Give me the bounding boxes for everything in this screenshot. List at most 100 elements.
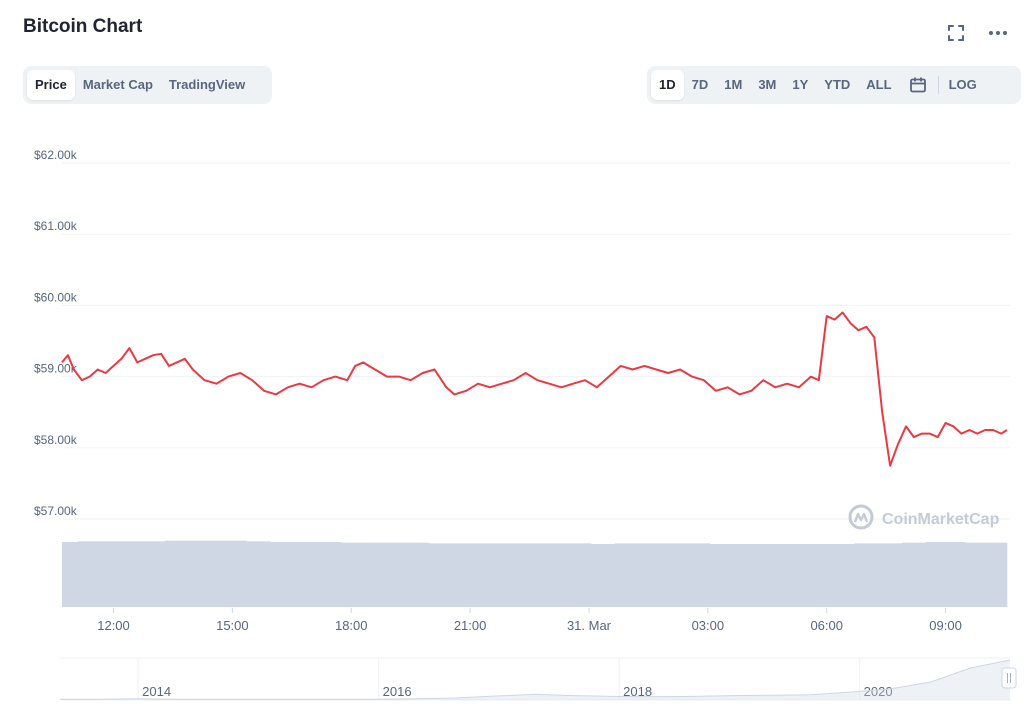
volume-bar <box>507 543 520 607</box>
volume-bar <box>981 542 990 607</box>
x-tick-label: 09:00 <box>929 618 962 633</box>
volume-bar <box>674 543 687 607</box>
volume-bar <box>697 543 711 607</box>
volume-bar <box>85 541 94 607</box>
navigator-year-label: 2014 <box>142 684 171 699</box>
navigator-line <box>60 659 1011 700</box>
x-tick-label: 18:00 <box>335 618 368 633</box>
expand-icon[interactable] <box>945 22 967 44</box>
volume-bar <box>133 541 142 607</box>
tab-price[interactable]: Price <box>27 70 75 100</box>
volume-bar <box>602 544 616 607</box>
volume-bar <box>870 543 879 607</box>
volume-bar <box>483 543 497 607</box>
volume-bar <box>428 543 441 607</box>
volume-bar <box>1004 542 1008 607</box>
range-1y[interactable]: 1Y <box>792 77 809 92</box>
volume-bar <box>317 542 330 607</box>
y-axis: $57.00k $58.00k $59.00k $60.00k $61.00k $62.0… <box>34 148 78 518</box>
x-tick-label: 03:00 <box>692 618 725 633</box>
volume-bar <box>210 540 223 607</box>
volume-bar <box>392 542 406 607</box>
volume-bar <box>351 542 360 607</box>
volume-bar <box>721 544 734 607</box>
log-toggle[interactable]: LOG <box>948 77 977 92</box>
time-range-tabs: 1D 7D 1M 3M 1Y YTD ALL LOG <box>647 66 1021 104</box>
volume-bar <box>917 542 927 607</box>
volume-bar <box>101 541 110 607</box>
volume-bar <box>359 542 370 607</box>
volume-bar <box>781 544 794 607</box>
volume-bar <box>830 544 839 607</box>
more-icon[interactable] <box>987 22 1009 44</box>
volume-bar <box>822 544 831 607</box>
volume-bar <box>125 541 134 607</box>
volume-bar <box>886 543 895 607</box>
range-ytd[interactable]: YTD <box>824 77 851 92</box>
volume-bar <box>281 542 295 607</box>
volume-bar <box>404 542 417 607</box>
price-line <box>61 311 1008 467</box>
range-all[interactable]: ALL <box>866 77 892 92</box>
volume-bar <box>686 543 699 607</box>
volume-bar <box>172 540 182 607</box>
coinmarketcap-logo-icon <box>848 504 874 530</box>
volume-bar <box>416 542 429 607</box>
volume-bar <box>555 543 568 607</box>
volume-bar <box>77 541 87 607</box>
tab-market-cap[interactable]: Market Cap <box>82 77 153 92</box>
volume-bar <box>531 543 544 607</box>
volume-bar <box>157 541 166 607</box>
volume-bar <box>638 543 651 607</box>
navigator-area <box>60 660 1010 700</box>
volume-bar <box>62 542 66 607</box>
volume-bar <box>380 542 394 607</box>
volume-bar <box>222 540 235 607</box>
calendar-icon[interactable] <box>900 70 936 100</box>
volume-bar <box>925 542 934 607</box>
range-7d[interactable]: 7D <box>691 77 709 92</box>
volume-bars <box>62 540 1008 607</box>
volume-bar <box>165 540 174 607</box>
volume-bar <box>369 542 382 607</box>
y-tick-label: $57.00k <box>34 504 78 518</box>
navigator-handle[interactable] <box>1001 667 1017 689</box>
volume-bar <box>246 541 259 607</box>
watermark: CoinMarketCap <box>848 504 1000 530</box>
y-tick-label: $62.00k <box>34 148 78 162</box>
y-tick-label: $60.00k <box>34 290 78 304</box>
watermark-text: CoinMarketCap <box>882 511 1000 528</box>
grid <box>62 162 1010 520</box>
volume-bar <box>757 544 770 607</box>
volume-bar <box>650 543 663 607</box>
tab-tradingview[interactable]: TradingView <box>168 77 246 92</box>
volume-bar <box>933 542 942 607</box>
range-1d[interactable]: 1D <box>651 70 684 100</box>
volume-bar <box>989 542 998 607</box>
x-tick-label: 31. Mar <box>567 618 612 633</box>
range-3m[interactable]: 3M <box>758 77 777 92</box>
chart-type-tabs: Price Market Cap TradingView <box>23 66 272 104</box>
volume-bar <box>180 540 190 607</box>
y-tick-label: $59.00k <box>34 362 78 376</box>
volume-bar <box>804 544 816 607</box>
volume-bar <box>258 541 271 607</box>
volume-bar <box>117 541 126 607</box>
volume-bar <box>305 542 318 607</box>
volume-bar <box>626 543 639 607</box>
volume-bar <box>64 542 72 607</box>
range-1m[interactable]: 1M <box>724 77 743 92</box>
volume-bar <box>878 543 887 607</box>
y-tick-label: $61.00k <box>34 219 78 233</box>
x-tick-label: 12:00 <box>97 618 130 633</box>
volume-bar <box>93 541 102 607</box>
volume-bar <box>838 544 847 607</box>
volume-bar <box>149 541 158 607</box>
volume-bar <box>909 542 919 607</box>
volume-bar <box>862 543 871 607</box>
volume-bar <box>590 544 604 607</box>
volume-bar <box>957 542 966 607</box>
toolbar-divider <box>937 76 939 94</box>
volume-bar <box>567 543 580 607</box>
